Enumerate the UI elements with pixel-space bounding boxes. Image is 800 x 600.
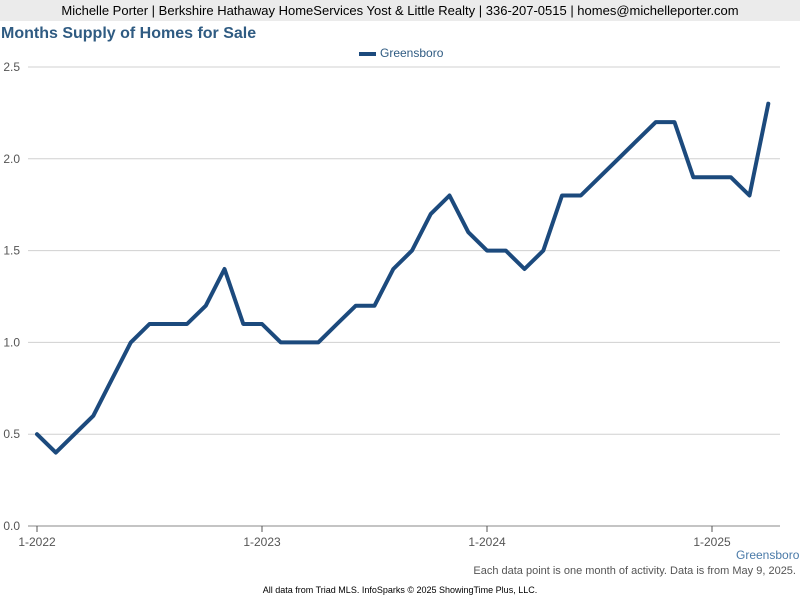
data-point[interactable]	[725, 171, 737, 183]
data-point[interactable]	[744, 190, 756, 202]
data-point[interactable]	[87, 410, 99, 422]
data-point[interactable]	[462, 226, 474, 238]
data-point[interactable]	[387, 263, 399, 275]
data-point[interactable]	[275, 336, 287, 348]
data-point[interactable]	[631, 134, 643, 146]
data-point[interactable]	[594, 171, 606, 183]
data-point[interactable]	[312, 336, 324, 348]
series-end-label: Greensboro	[736, 548, 800, 562]
footer-credits: All data from Triad MLS. InfoSparks © 20…	[262, 585, 538, 595]
y-tick-label: 0.5	[3, 427, 20, 441]
data-point[interactable]	[106, 373, 118, 385]
data-point[interactable]	[144, 318, 156, 330]
data-point[interactable]	[125, 336, 137, 348]
header-bar: Michelle Porter | Berkshire Hathaway Hom…	[0, 0, 800, 21]
x-tick-label: 1-2025	[693, 535, 731, 549]
data-point[interactable]	[669, 116, 681, 128]
legend-swatch-greensboro	[359, 52, 376, 56]
data-point[interactable]	[331, 318, 343, 330]
data-point[interactable]	[650, 116, 662, 128]
legend-label-greensboro[interactable]: Greensboro	[380, 46, 444, 60]
data-point[interactable]	[500, 245, 512, 257]
data-point[interactable]	[612, 153, 624, 165]
y-tick-label: 2.5	[3, 60, 20, 74]
grid-lines	[28, 66, 780, 527]
data-point[interactable]	[556, 190, 568, 202]
data-point[interactable]	[256, 318, 268, 330]
header-contact-text: Michelle Porter | Berkshire Hathaway Hom…	[61, 3, 739, 18]
series-line-greensboro[interactable]	[35, 101, 771, 455]
data-point[interactable]	[687, 171, 699, 183]
data-point[interactable]	[762, 98, 774, 110]
data-point[interactable]	[519, 263, 531, 275]
line-chart: 0.00.51.01.52.02.5 1-2022 1-2023 1-2024 1-2…	[3, 60, 780, 549]
chart-title: Months Supply of Homes for Sale	[1, 25, 257, 42]
data-point[interactable]	[219, 263, 231, 275]
data-point[interactable]	[69, 428, 81, 440]
data-point[interactable]	[237, 318, 249, 330]
y-tick-label: 1.0	[3, 335, 20, 349]
data-point[interactable]	[181, 318, 193, 330]
data-point[interactable]	[294, 336, 306, 348]
footnote: Each data point is one month of activity…	[473, 565, 796, 577]
data-point[interactable]	[162, 318, 174, 330]
data-point[interactable]	[706, 171, 718, 183]
x-tick-label: 1-2024	[468, 535, 506, 549]
data-point[interactable]	[369, 300, 381, 312]
data-point[interactable]	[481, 245, 493, 257]
x-axis-ticks: 1-2022 1-2023 1-2024 1-2025	[18, 526, 731, 549]
y-tick-label: 1.5	[3, 244, 20, 258]
data-point[interactable]	[50, 447, 62, 459]
x-tick-label: 1-2022	[18, 535, 56, 549]
data-point[interactable]	[406, 245, 418, 257]
y-tick-label: 2.0	[3, 152, 20, 166]
data-point[interactable]	[537, 245, 549, 257]
y-tick-label: 0.0	[3, 519, 20, 533]
data-point[interactable]	[31, 428, 43, 440]
series-lines	[31, 98, 774, 459]
data-point[interactable]	[575, 190, 587, 202]
y-axis-ticks: 0.0 0.5 1.0 1.5 2.0 2.5	[3, 60, 20, 533]
data-point[interactable]	[350, 300, 362, 312]
data-point[interactable]	[444, 190, 456, 202]
data-point[interactable]	[200, 300, 212, 312]
x-tick-label: 1-2023	[243, 535, 281, 549]
data-point[interactable]	[425, 208, 437, 220]
